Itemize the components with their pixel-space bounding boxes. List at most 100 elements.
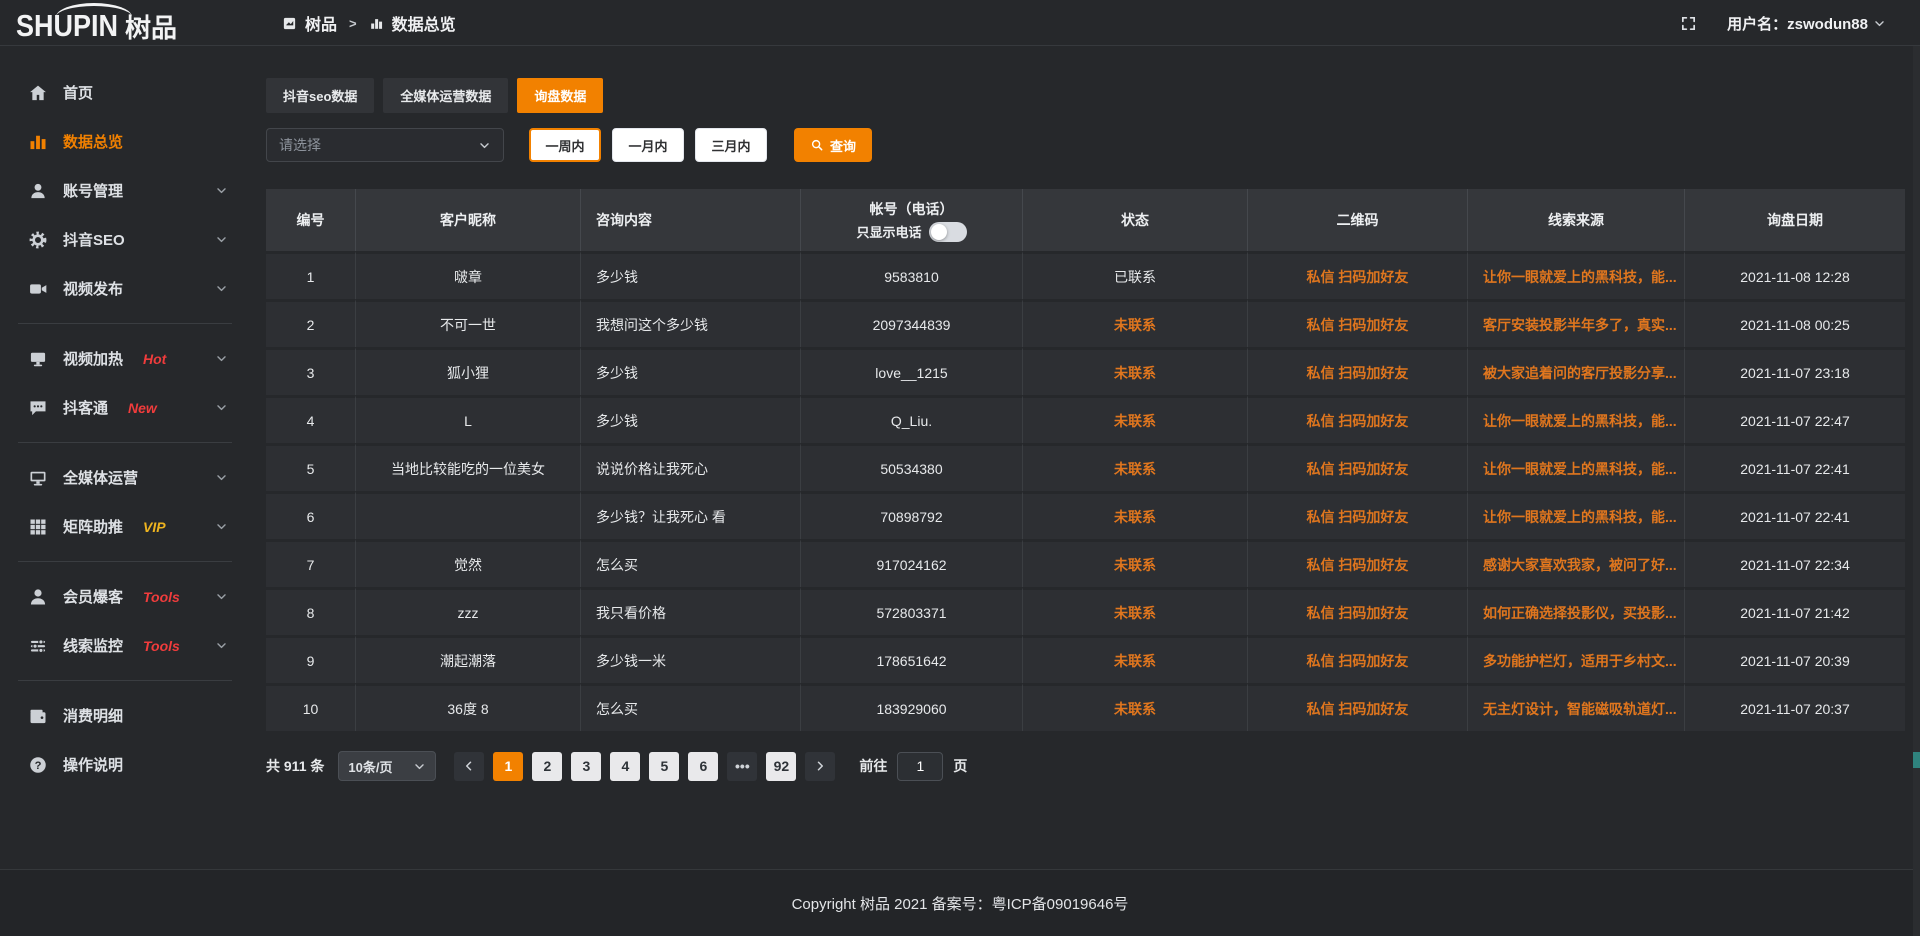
cell-nickname: 狐小狸 [356,347,581,395]
cell-source-link[interactable]: 让你一眼就爱上的黑科技，能... [1468,395,1685,443]
cell-source-link[interactable]: 多功能护栏灯，适用于乡村文... [1468,635,1685,683]
sidebar-item-douketong[interactable]: 抖客通 New [0,383,250,432]
col-source: 线索来源 [1468,189,1685,251]
chevron-down-icon [215,520,228,533]
cell-source-link[interactable]: 如何正确选择投影仪，买投影... [1468,587,1685,635]
cell-date: 2021-11-07 21:42 [1685,587,1905,635]
cell-qrcode-links[interactable]: 私信 扫码加好友 [1248,443,1468,491]
sidebar-item-lead-monitor[interactable]: 线索监控 Tools [0,621,250,670]
search-icon [810,138,824,152]
cell-nickname: L [356,395,581,443]
page-button-6[interactable]: 6 [688,751,719,781]
table-row: 6 多少钱？让我死心 看 70898792 未联系 私信 扫码加好友 让你一眼就爱上的黑科… [266,491,1905,539]
range-button-1[interactable]: 一周内 [529,128,601,162]
cell-qrcode-links[interactable]: 私信 扫码加好友 [1248,491,1468,539]
sidebar-item-label: 矩阵助推 [63,519,124,536]
chevron-left-icon [463,760,475,772]
page-button-2[interactable]: 2 [532,751,563,781]
cell-qrcode-links[interactable]: 私信 扫码加好友 [1248,635,1468,683]
user-icon [28,181,48,201]
cell-source-link[interactable]: 让你一眼就爱上的黑科技，能... [1468,443,1685,491]
grid-icon [28,517,48,537]
goto-page: 前往 页 [859,751,968,781]
chevron-down-icon [215,401,228,414]
page-size-select[interactable]: 10条/页 [338,751,437,781]
sidebar-item-badge: Hot [143,350,167,367]
sidebar-item-video-publish[interactable]: 视频发布 [0,264,250,313]
sidebar-item-badge: VIP [143,518,166,535]
fullscreen-icon[interactable] [1680,15,1697,32]
filter-select[interactable]: 请选择 [266,128,504,162]
cell-source-link[interactable]: 感谢大家喜欢我家，被问了好... [1468,539,1685,587]
cell-source-link[interactable]: 让你一眼就爱上的黑科技，能... [1468,491,1685,539]
range-button-2[interactable]: 一月内 [612,128,684,162]
cell-content: 怎么买 [581,539,801,587]
sidebar-item-video-heat[interactable]: 视频加热 Hot [0,334,250,383]
cell-account: 183929060 [801,683,1023,731]
col-status: 状态 [1023,189,1248,251]
prev-page-button[interactable] [454,751,485,781]
vertical-scrollbar[interactable] [1913,0,1920,936]
cell-no: 2 [266,299,356,347]
sidebar-item-douyin-seo[interactable]: 抖音SEO [0,215,250,264]
chevron-down-icon [215,233,228,246]
range-button-3[interactable]: 三月内 [695,128,767,162]
sidebar-item-label: 账号管理 [63,183,124,200]
cell-date: 2021-11-07 20:39 [1685,635,1905,683]
cell-account: 572803371 [801,587,1023,635]
sidebar-item-media-operation[interactable]: 全媒体运营 [0,453,250,502]
gear-icon [28,230,48,250]
cell-qrcode-links[interactable]: 私信 扫码加好友 [1248,587,1468,635]
cell-qrcode-links[interactable]: 私信 扫码加好友 [1248,299,1468,347]
chevron-down-icon [215,590,228,603]
page-button-4[interactable]: 4 [610,751,641,781]
filter-select-placeholder: 请选择 [279,137,321,153]
logo-cjk-text: 树品 [125,12,178,43]
sidebar-item-member-baoke[interactable]: 会员爆客 Tools [0,572,250,621]
cell-qrcode-links[interactable]: 私信 扫码加好友 [1248,395,1468,443]
sidebar-menu: 首页 数据总览 账号管理 抖音SEO 视频发布 视频加热 Hot 抖客通 New 全媒体运营 矩阵助… [0,68,250,789]
cell-nickname: 36度 8 [356,683,581,731]
cell-qrcode-links[interactable]: 私信 扫码加好友 [1248,683,1468,731]
cell-qrcode-links[interactable]: 私信 扫码加好友 [1248,251,1468,299]
cell-nickname [356,491,581,539]
breadcrumb-app[interactable]: 树品 [305,17,338,34]
cell-date: 2021-11-07 22:41 [1685,491,1905,539]
tab-3[interactable]: 询盘数据 [517,78,604,113]
cell-account: 70898792 [801,491,1023,539]
tab-2[interactable]: 全媒体运营数据 [383,78,509,113]
page-button-1[interactable]: 1 [493,751,524,781]
phone-only-toggle[interactable] [928,221,967,242]
tab-1[interactable]: 抖音seo数据 [266,78,375,113]
cell-source-link[interactable]: 客厅安装投影半年多了，真实... [1468,299,1685,347]
breadcrumb-app-icon [282,16,297,31]
goto-suffix: 页 [953,758,968,774]
cell-nickname: zzz [356,587,581,635]
next-page-button[interactable] [805,751,836,781]
sidebar-item-account-management[interactable]: 账号管理 [0,166,250,215]
user-dropdown[interactable]: 用户名：zswodun88 [1727,13,1886,34]
cell-qrcode-links[interactable]: 私信 扫码加好友 [1248,347,1468,395]
table-row: 9 潮起潮落 多少钱一米 178651642 未联系 私信 扫码加好友 多功能护栏灯，适用于… [266,635,1905,683]
sidebar-item-label: 线索监控 [63,638,124,655]
cell-source-link[interactable]: 让你一眼就爱上的黑科技，能... [1468,251,1685,299]
cell-source-link[interactable]: 无主灯设计，智能磁吸轨道灯... [1468,683,1685,731]
sidebar-item-consume-detail[interactable]: 消费明细 [0,691,250,740]
cell-account: love__1215 [801,347,1023,395]
cell-source-link[interactable]: 被大家追着问的客厅投影分享... [1468,347,1685,395]
chevron-right-icon [814,760,826,772]
cell-account: 917024162 [801,539,1023,587]
sidebar-item-home[interactable]: 首页 [0,68,250,117]
cell-no: 5 [266,443,356,491]
page-button-92[interactable]: 92 [766,751,797,781]
sidebar-item-operation-guide[interactable]: 操作说明 [0,740,250,789]
page-button-5[interactable]: 5 [649,751,680,781]
goto-page-input[interactable] [897,751,944,781]
page-ellipsis-button[interactable]: ••• [727,751,758,781]
cell-status: 未联系 [1023,683,1248,731]
page-button-3[interactable]: 3 [571,751,602,781]
sidebar-item-data-overview[interactable]: 数据总览 [0,117,250,166]
search-button[interactable]: 查询 [794,128,873,162]
sidebar-item-matrix-boost[interactable]: 矩阵助推 VIP [0,502,250,551]
cell-qrcode-links[interactable]: 私信 扫码加好友 [1248,539,1468,587]
